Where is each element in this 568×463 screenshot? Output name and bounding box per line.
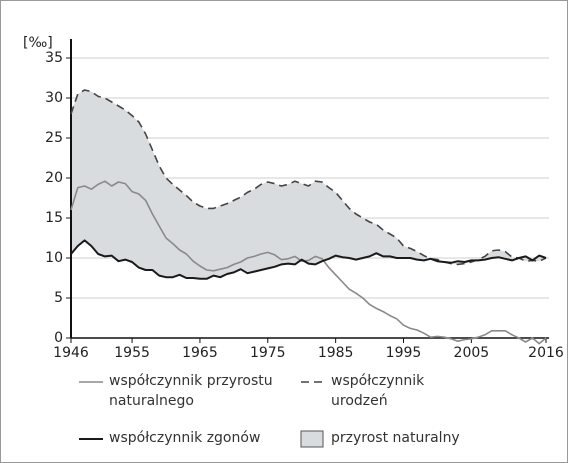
x-tick-label: 1965	[182, 345, 218, 361]
y-tick-label: 20	[45, 170, 63, 186]
x-tick-label: 1946	[53, 345, 89, 361]
x-tick-label: 1985	[318, 345, 354, 361]
y-tick-label: 5	[54, 290, 63, 306]
legend-label: współczynnik zgonów	[109, 430, 261, 446]
y-tick-label: 30	[45, 90, 63, 106]
y-tick-label: 35	[45, 50, 63, 66]
legend-label: przyrost naturalny	[331, 430, 460, 446]
y-axis-label: [‰]	[23, 35, 53, 51]
x-tick-label: 1955	[114, 345, 150, 361]
line	[70, 180, 547, 345]
x-tick-label: 2016	[528, 345, 564, 361]
legend-label: współczynnik urodzeń	[331, 373, 425, 409]
x-tick-label: 2005	[454, 345, 490, 361]
line	[70, 239, 547, 280]
x-tick-label: 1995	[386, 345, 422, 361]
x-tick-label: 1975	[250, 345, 286, 361]
legend-label: współczynnik przyrostu naturalnego	[109, 373, 273, 409]
y-tick-label: 25	[45, 130, 63, 146]
y-tick-label: 15	[45, 210, 63, 226]
legend-swatch	[300, 430, 324, 448]
area	[71, 90, 546, 279]
line	[70, 89, 547, 266]
y-tick-label: 10	[45, 250, 63, 266]
y-tick-label: 0	[54, 330, 63, 346]
